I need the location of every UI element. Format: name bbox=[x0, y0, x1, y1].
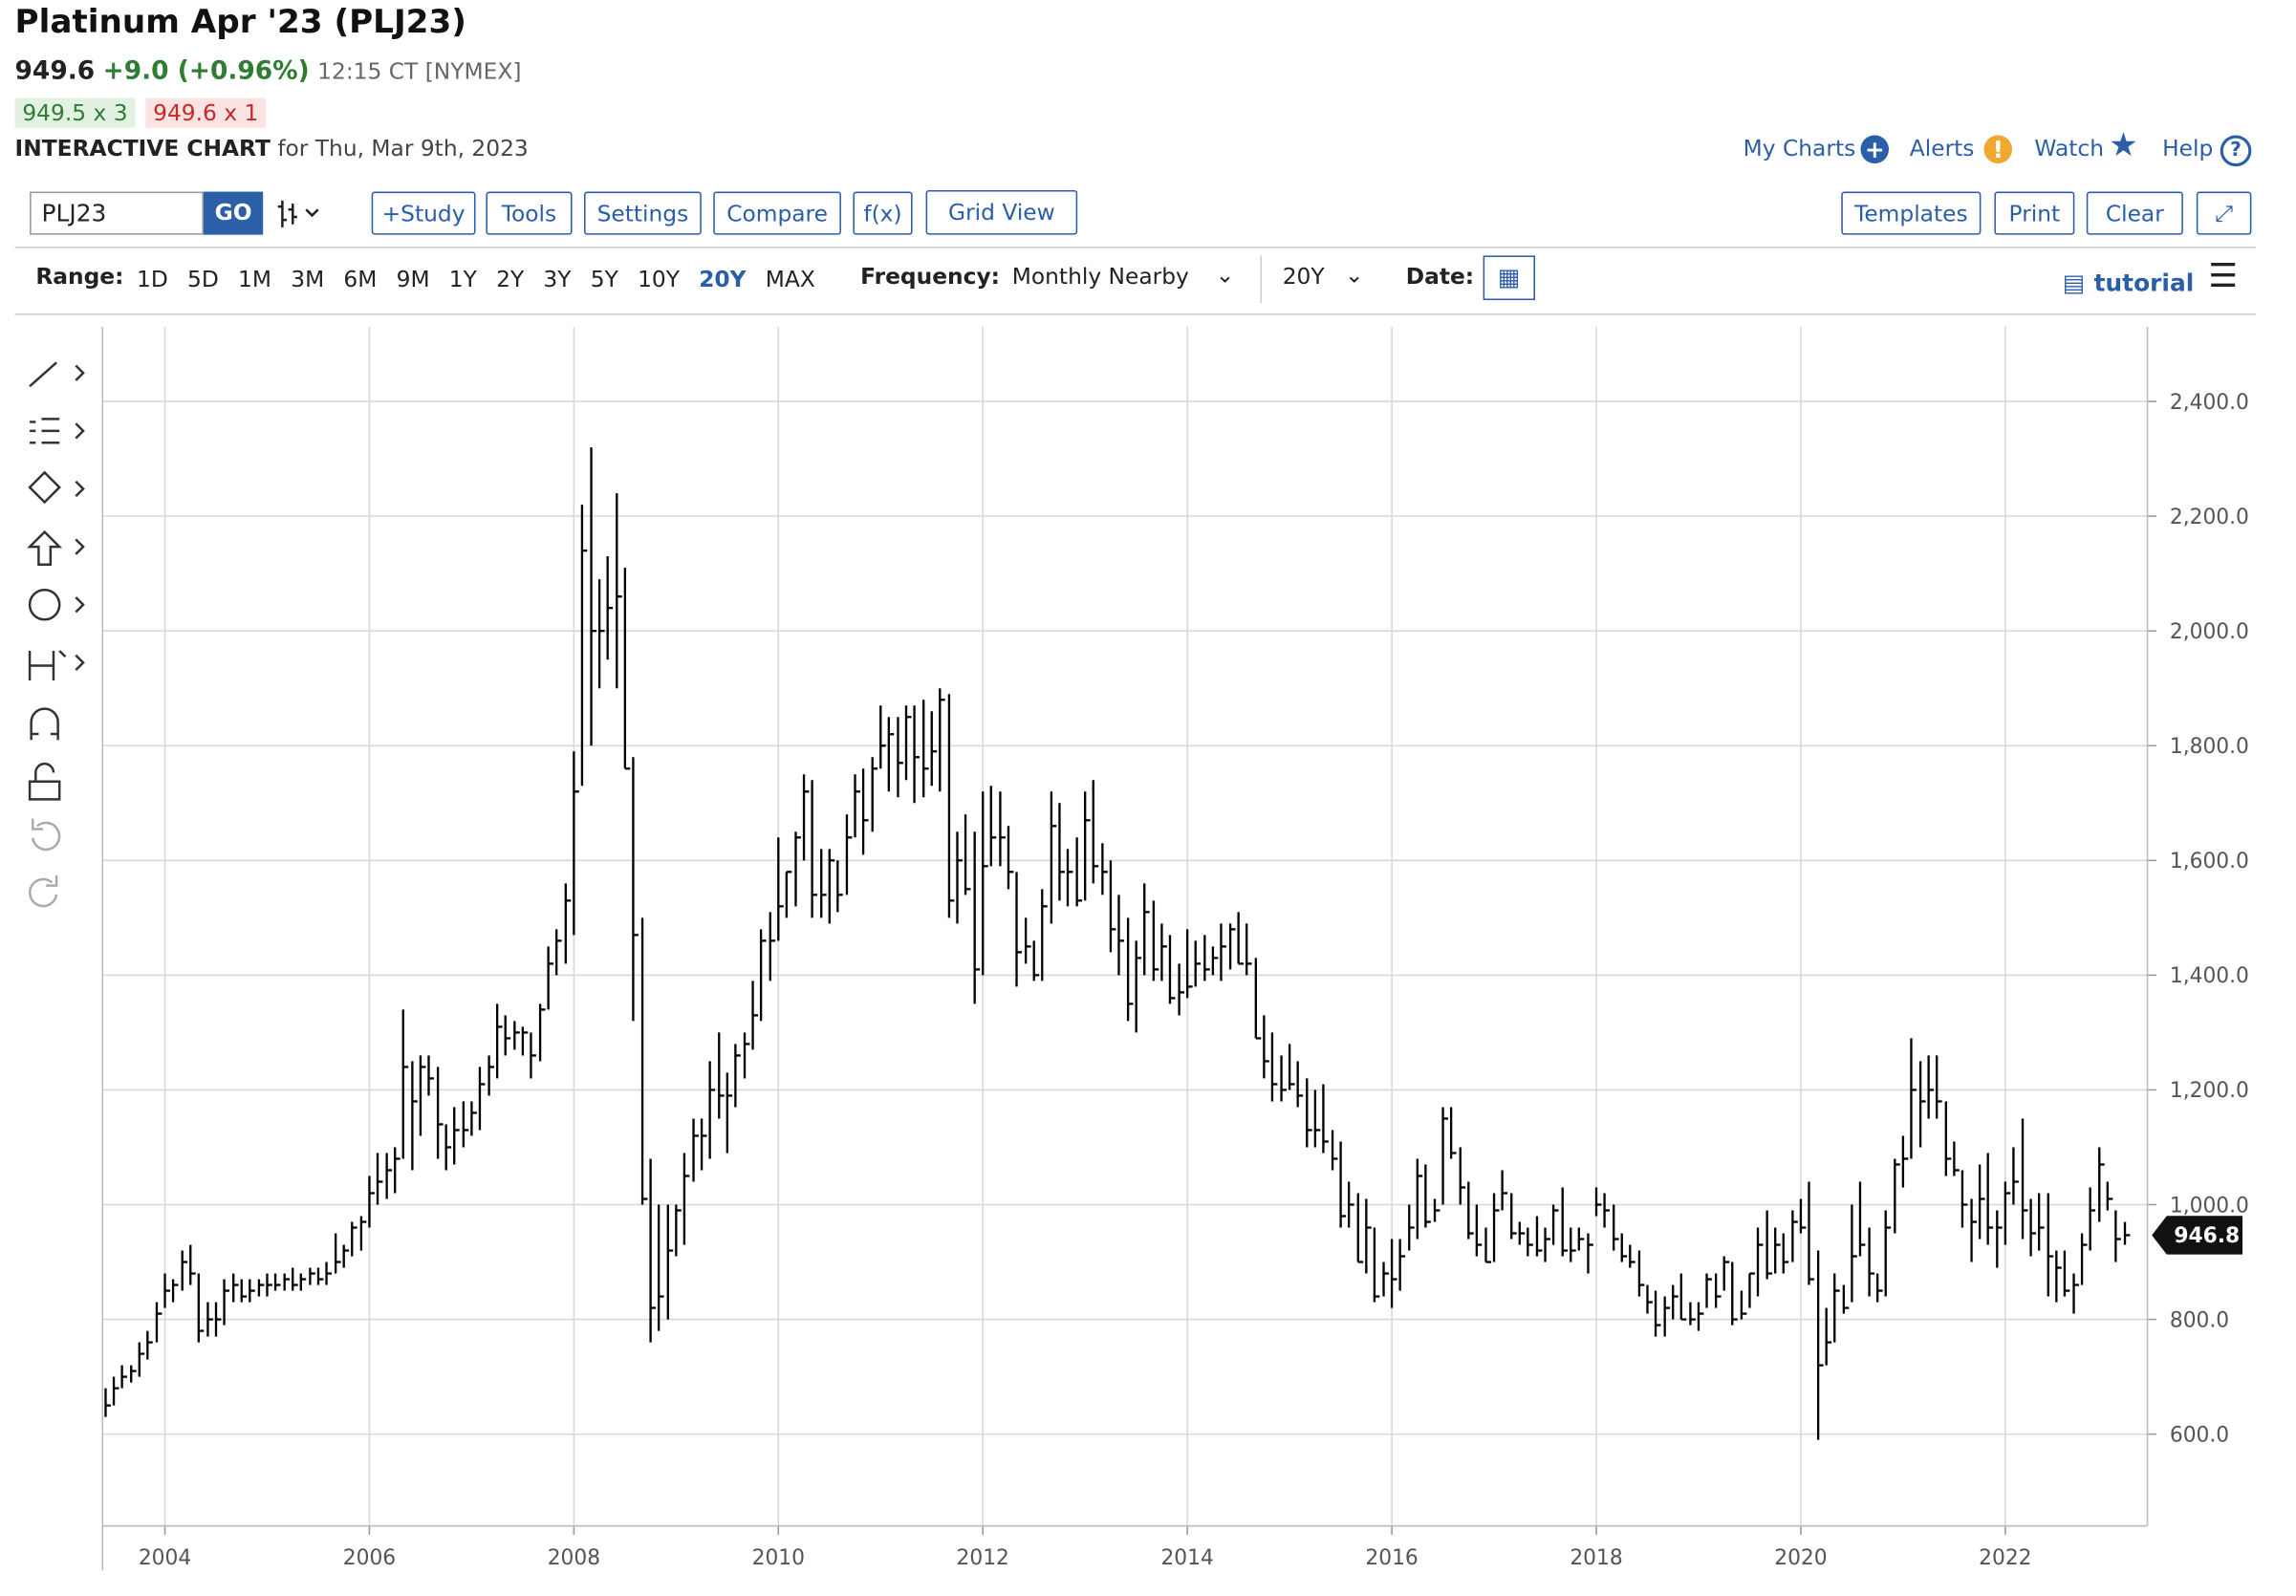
help-link[interactable]: Help bbox=[2162, 135, 2214, 162]
range-option[interactable]: 10Y bbox=[638, 266, 680, 293]
chart-date: for Thu, Mar 9th, 2023 bbox=[277, 135, 529, 162]
x-tick-label: 2012 bbox=[957, 1546, 1009, 1570]
clear-button[interactable]: Clear bbox=[2086, 191, 2183, 235]
star-icon: ★ bbox=[2109, 127, 2138, 165]
bid: 949.5 x 3 bbox=[14, 97, 136, 128]
x-tick-label: 2006 bbox=[343, 1546, 396, 1570]
print-button[interactable]: Print bbox=[1994, 191, 2075, 235]
range-option[interactable]: 1M bbox=[238, 266, 272, 293]
compare-button[interactable]: Compare bbox=[713, 191, 841, 235]
chart-label: INTERACTIVE CHART bbox=[14, 135, 271, 162]
bar-type-icon[interactable] bbox=[276, 195, 336, 233]
arrow-tool[interactable] bbox=[27, 529, 85, 567]
last-price-label: 946.8 bbox=[2174, 1224, 2240, 1248]
price-change: +9.0 (+0.96%) bbox=[102, 56, 310, 87]
magnet-tool[interactable] bbox=[30, 707, 59, 741]
fib-tool[interactable] bbox=[30, 418, 85, 444]
line-tool[interactable] bbox=[29, 361, 85, 388]
undo-tool[interactable] bbox=[31, 818, 61, 852]
title: Platinum Apr '23 (PLJ23) bbox=[14, 4, 466, 42]
x-tick-label: 2016 bbox=[1365, 1546, 1418, 1570]
y-tick-label: 1,200.0 bbox=[2170, 1079, 2249, 1103]
quote-time: 12:15 CT [NYMEX] bbox=[317, 57, 522, 85]
y-tick-label: 2,000.0 bbox=[2170, 620, 2249, 644]
frequency-select[interactable]: Monthly Nearby bbox=[1011, 263, 1189, 291]
period-select[interactable]: 20Y bbox=[1282, 263, 1325, 291]
measure-tool[interactable] bbox=[28, 650, 85, 681]
y-tick-label: 800.0 bbox=[2170, 1308, 2229, 1332]
x-tick-label: 2004 bbox=[139, 1546, 191, 1570]
templates-button[interactable]: Templates bbox=[1841, 191, 1982, 235]
redo-tool[interactable] bbox=[29, 874, 58, 908]
symbol-input[interactable]: PLJ23 bbox=[30, 191, 204, 235]
text-tool[interactable] bbox=[28, 588, 61, 621]
range-option[interactable]: 5Y bbox=[590, 266, 618, 293]
y-tick-label: 1,800.0 bbox=[2170, 735, 2249, 759]
chevron: ⌄ bbox=[1345, 261, 1364, 289]
x-tick-label: 2022 bbox=[1979, 1546, 2031, 1570]
function-button[interactable]: f(x) bbox=[853, 191, 913, 235]
x-tick-label: 2018 bbox=[1570, 1546, 1622, 1570]
tools-button[interactable]: Tools bbox=[486, 191, 573, 235]
divider bbox=[1260, 255, 1262, 304]
x-tick-label: 2008 bbox=[548, 1546, 600, 1570]
study-button[interactable]: +Study bbox=[371, 191, 476, 235]
range-option[interactable]: 2Y bbox=[496, 266, 525, 293]
watch-link[interactable]: Watch bbox=[2034, 135, 2104, 162]
ask: 949.6 x 1 bbox=[145, 97, 267, 128]
y-tick-label: 600.0 bbox=[2170, 1423, 2229, 1447]
x-tick-label: 2014 bbox=[1160, 1546, 1213, 1570]
alert-icon: ! bbox=[1983, 135, 2013, 164]
plus-icon: + bbox=[1860, 135, 1890, 164]
expand-button[interactable]: ⤢ bbox=[2196, 191, 2252, 235]
separator bbox=[14, 247, 2257, 248]
range-option[interactable]: 1D bbox=[137, 266, 168, 293]
y-tick-label: 1,600.0 bbox=[2170, 850, 2249, 873]
last-price-tag bbox=[2152, 1216, 2243, 1255]
last-price: 949.6 bbox=[14, 56, 96, 87]
range-option[interactable]: 5D bbox=[187, 266, 219, 293]
alerts-link[interactable]: Alerts bbox=[1909, 135, 1975, 162]
range-options: 1D 5D 1M 3M 6M 9M 1Y 2Y 3Y 5Y 10Y 20Y MAX bbox=[137, 265, 834, 293]
range-option[interactable]: MAX bbox=[765, 266, 815, 293]
calendar-button[interactable]: ▦ bbox=[1483, 255, 1536, 301]
separator bbox=[14, 313, 2257, 315]
help-icon: ? bbox=[2220, 135, 2252, 167]
y-tick-label: 1,400.0 bbox=[2170, 964, 2249, 988]
range-option[interactable]: 3M bbox=[291, 266, 325, 293]
x-tick-label: 2020 bbox=[1774, 1546, 1827, 1570]
tutorial-link[interactable]: tutorial bbox=[2093, 269, 2195, 297]
settings-button[interactable]: Settings bbox=[583, 191, 702, 235]
chevron: ⌄ bbox=[1215, 261, 1235, 289]
y-tick-label: 2,400.0 bbox=[2170, 391, 2249, 415]
range-option[interactable]: 20Y bbox=[699, 266, 747, 293]
tutorial-icon: ▤ bbox=[2062, 269, 2086, 297]
grid-view-button[interactable]: Grid View bbox=[925, 190, 1078, 235]
menu-icon[interactable]: ☰ bbox=[2208, 258, 2238, 296]
lock-tool[interactable] bbox=[28, 762, 61, 801]
drawing-tools bbox=[27, 361, 85, 908]
date-label: Date: bbox=[1405, 263, 1475, 291]
my-charts-link[interactable]: My Charts bbox=[1743, 135, 1856, 162]
range-option[interactable]: 3Y bbox=[543, 266, 572, 293]
frequency-label: Frequency: bbox=[860, 263, 1000, 291]
range-label: Range: bbox=[35, 263, 124, 291]
go-button[interactable]: GO bbox=[203, 191, 264, 235]
y-tick-label: 2,200.0 bbox=[2170, 506, 2249, 529]
shape-tool[interactable] bbox=[28, 470, 85, 505]
range-option[interactable]: 1Y bbox=[448, 266, 477, 293]
y-tick-label: 1,000.0 bbox=[2170, 1194, 2249, 1218]
range-option[interactable]: 9M bbox=[396, 266, 430, 293]
x-tick-label: 2010 bbox=[752, 1546, 805, 1570]
range-option[interactable]: 6M bbox=[343, 266, 378, 293]
